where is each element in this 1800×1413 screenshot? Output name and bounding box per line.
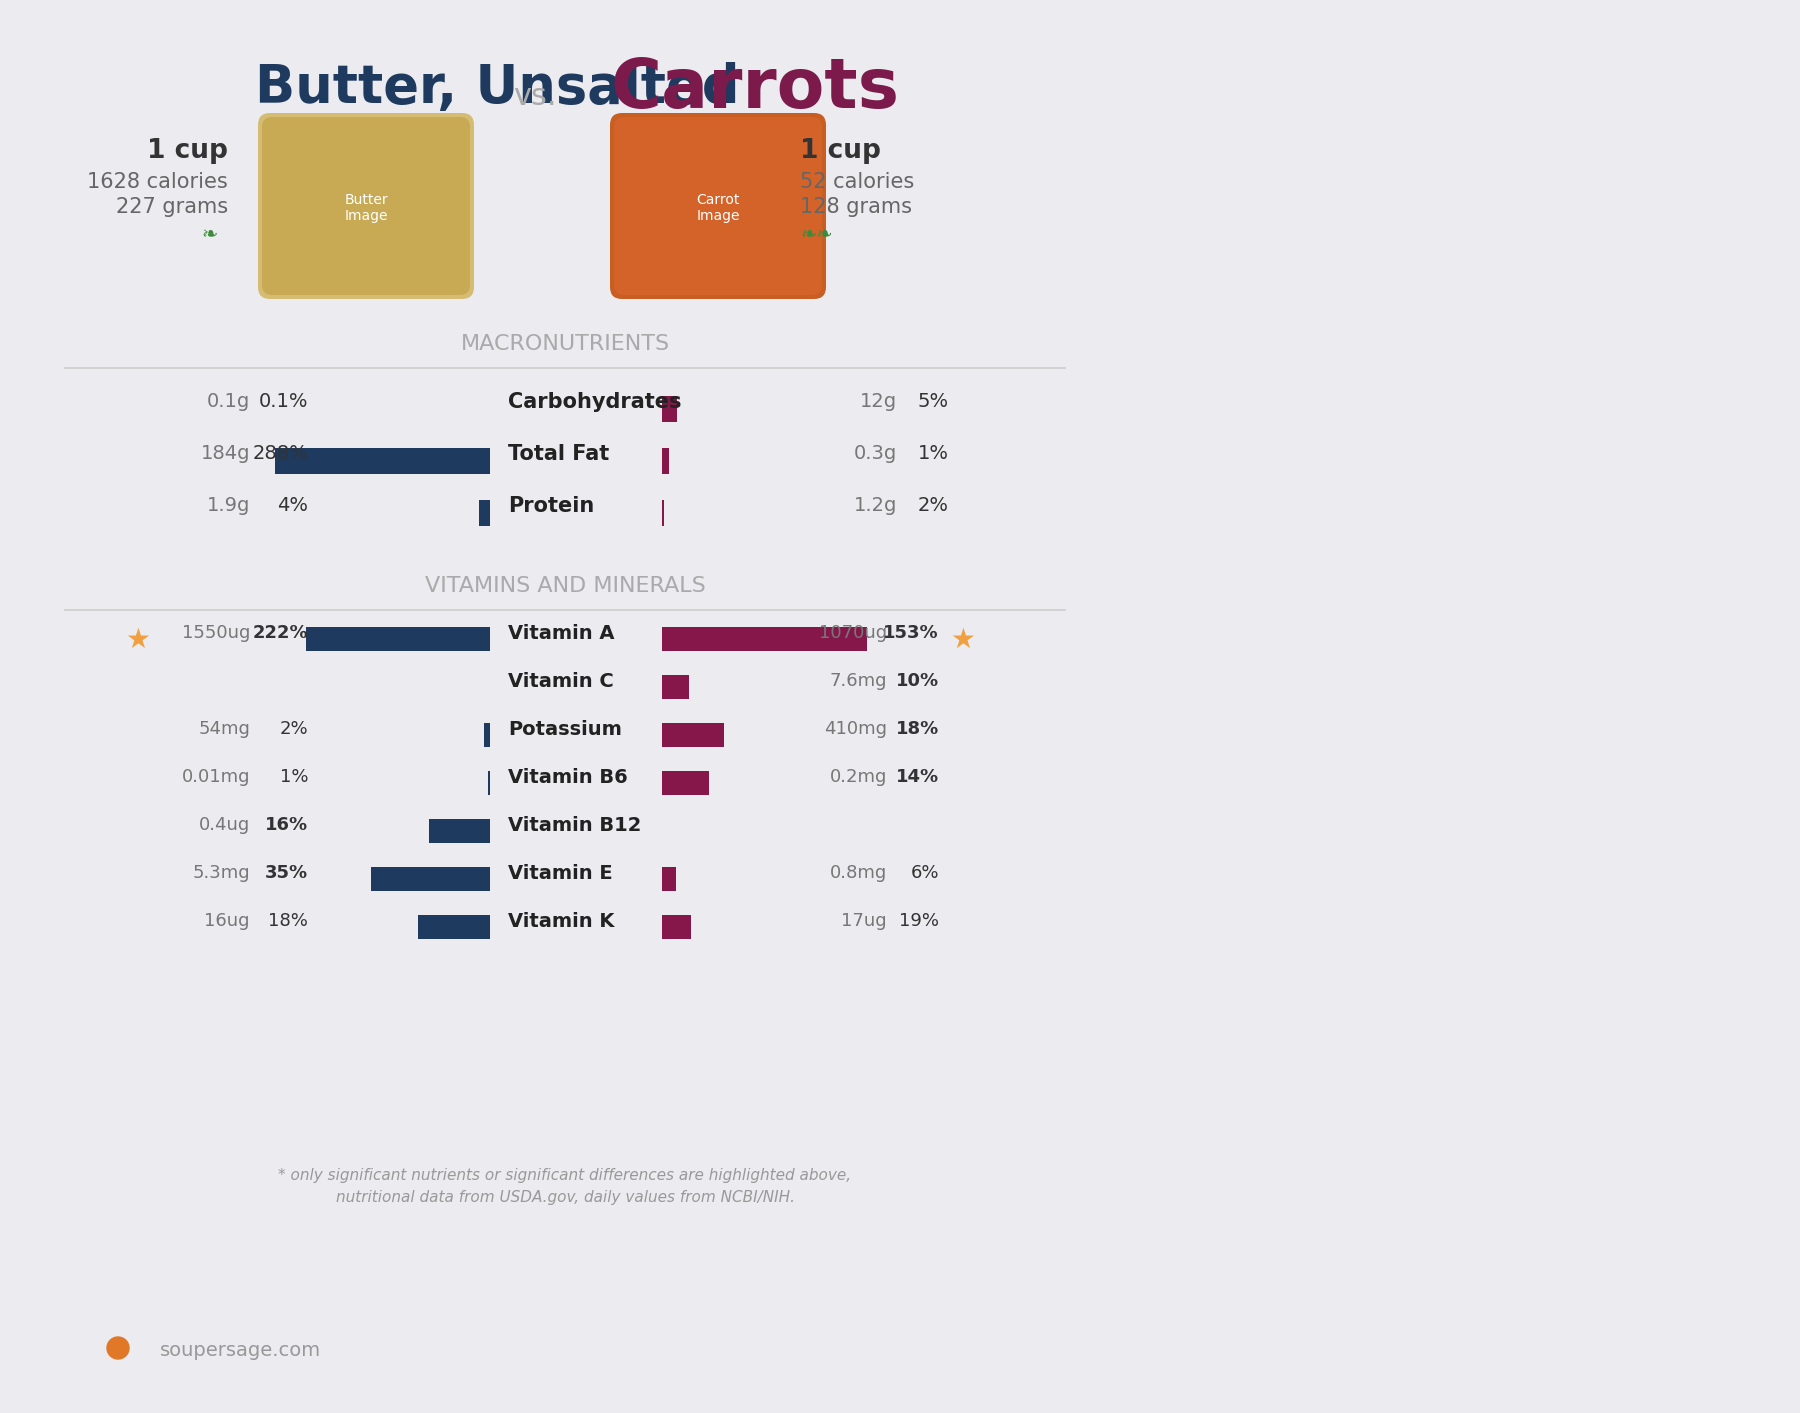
Bar [275, 448, 490, 473]
Text: 2%: 2% [279, 721, 308, 738]
Text: 0.1%: 0.1% [259, 391, 308, 411]
Text: Carrots: Carrots [610, 55, 898, 122]
Text: 17ug: 17ug [841, 911, 887, 930]
Text: 0.8mg: 0.8mg [830, 863, 887, 882]
Text: 0.2mg: 0.2mg [830, 769, 887, 786]
Text: nutritional data from USDA.gov, daily values from NCBI/NIH.: nutritional data from USDA.gov, daily va… [335, 1190, 794, 1205]
FancyBboxPatch shape [614, 117, 823, 295]
Text: 410mg: 410mg [824, 721, 887, 738]
Text: 18%: 18% [268, 911, 308, 930]
Text: 54mg: 54mg [198, 721, 250, 738]
Text: 1%: 1% [279, 769, 308, 786]
FancyBboxPatch shape [257, 113, 473, 300]
Text: VITAMINS AND MINERALS: VITAMINS AND MINERALS [425, 577, 706, 596]
Text: Protein: Protein [508, 496, 594, 516]
Bar [662, 771, 709, 796]
Text: 2%: 2% [918, 496, 949, 514]
Text: ❧: ❧ [202, 225, 218, 244]
Text: Vitamin E: Vitamin E [508, 863, 612, 883]
Bar [662, 916, 691, 940]
Text: 0.1g: 0.1g [207, 391, 250, 411]
Text: Carbohydrates: Carbohydrates [508, 391, 682, 413]
Text: 0.3g: 0.3g [853, 444, 896, 463]
Text: 227 grams: 227 grams [115, 196, 229, 218]
Text: vs.: vs. [513, 82, 556, 112]
Bar [306, 627, 490, 651]
Text: 1550ug: 1550ug [182, 625, 250, 642]
Text: 16ug: 16ug [205, 911, 250, 930]
Text: 184g: 184g [200, 444, 250, 463]
Text: 5%: 5% [918, 391, 949, 411]
Bar [662, 396, 677, 422]
Text: 19%: 19% [898, 911, 940, 930]
Text: 0.01mg: 0.01mg [182, 769, 250, 786]
Text: 1 cup: 1 cup [148, 138, 229, 164]
Bar [662, 627, 868, 651]
Bar [662, 675, 689, 699]
Bar [428, 820, 490, 844]
Text: 52 calories: 52 calories [799, 172, 914, 192]
Text: 10%: 10% [896, 673, 940, 690]
Text: ❧❧: ❧❧ [799, 225, 833, 244]
Text: MACRONUTRIENTS: MACRONUTRIENTS [461, 333, 670, 355]
Circle shape [106, 1337, 130, 1359]
Text: Vitamin B6: Vitamin B6 [508, 769, 628, 787]
Text: 4%: 4% [277, 496, 308, 514]
Text: ★: ★ [950, 626, 976, 654]
Text: Butter
Image: Butter Image [344, 194, 387, 223]
Bar [418, 916, 490, 940]
Bar [662, 868, 677, 892]
Text: soupersage.com: soupersage.com [160, 1341, 320, 1359]
Text: 12g: 12g [860, 391, 896, 411]
Bar [488, 771, 490, 796]
Text: 6%: 6% [911, 863, 940, 882]
Text: 1.2g: 1.2g [853, 496, 896, 514]
Bar [662, 500, 664, 526]
Bar [479, 500, 490, 526]
Text: 1%: 1% [918, 444, 949, 463]
Text: Carrot
Image: Carrot Image [697, 194, 740, 223]
Text: 1628 calories: 1628 calories [86, 172, 229, 192]
Text: 7.6mg: 7.6mg [830, 673, 887, 690]
FancyBboxPatch shape [263, 117, 470, 295]
Text: 1.9g: 1.9g [207, 496, 250, 514]
Bar [662, 723, 724, 747]
Text: 222%: 222% [252, 625, 308, 642]
Text: Vitamin C: Vitamin C [508, 673, 614, 691]
Text: Vitamin B12: Vitamin B12 [508, 815, 641, 835]
Text: Total Fat: Total Fat [508, 444, 608, 463]
Text: Potassium: Potassium [508, 721, 621, 739]
Bar [371, 868, 490, 892]
Bar [662, 448, 670, 473]
Text: 128 grams: 128 grams [799, 196, 913, 218]
Text: * only significant nutrients or significant differences are highlighted above,: * only significant nutrients or signific… [279, 1169, 851, 1183]
Text: Butter, Unsalted: Butter, Unsalted [256, 62, 740, 114]
Bar [484, 723, 490, 747]
Text: 14%: 14% [896, 769, 940, 786]
Text: Vitamin A: Vitamin A [508, 625, 614, 643]
FancyBboxPatch shape [610, 113, 826, 300]
Text: 153%: 153% [884, 625, 940, 642]
Text: 5.3mg: 5.3mg [193, 863, 250, 882]
Text: 18%: 18% [896, 721, 940, 738]
Text: 1 cup: 1 cup [799, 138, 880, 164]
Text: 1070ug: 1070ug [819, 625, 887, 642]
Text: Vitamin K: Vitamin K [508, 911, 614, 931]
Text: 0.4ug: 0.4ug [198, 815, 250, 834]
Text: ★: ★ [126, 626, 151, 654]
Text: 16%: 16% [265, 815, 308, 834]
Text: 288%: 288% [252, 444, 308, 463]
Text: 35%: 35% [265, 863, 308, 882]
